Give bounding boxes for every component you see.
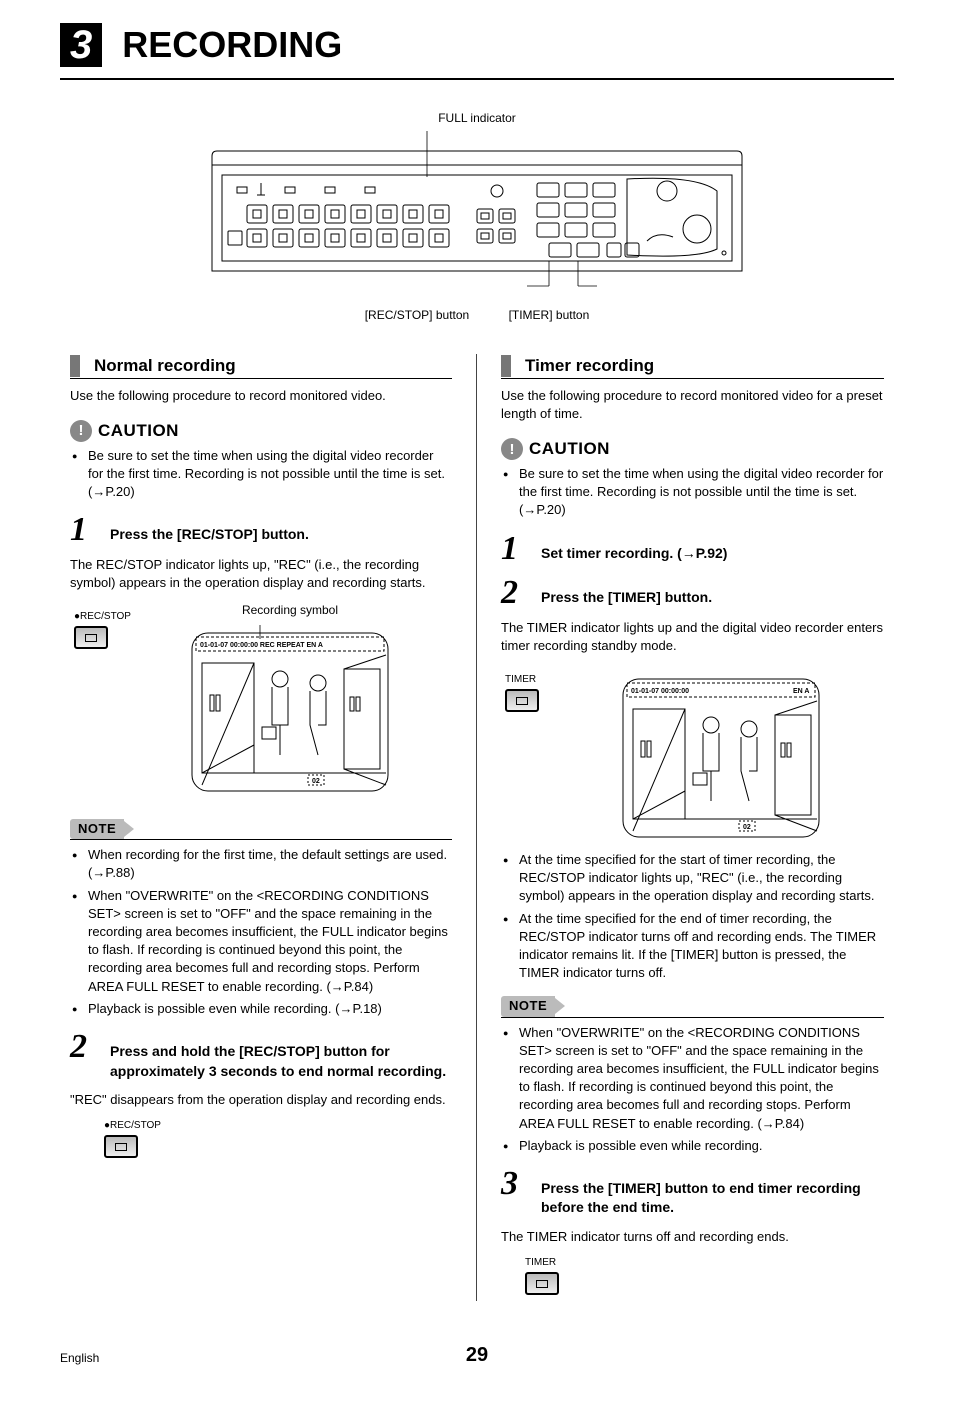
footer-language: English <box>60 1350 99 1367</box>
svg-text:02: 02 <box>312 778 320 785</box>
svg-text:01-01-07 00:00:00: 01-01-07 00:00:00 <box>631 688 689 695</box>
left-note-item: Playback is possible even while recordin… <box>70 1000 452 1018</box>
step-title: Press and hold the [REC/STOP] button for… <box>110 1032 452 1081</box>
right-post-item: At the time specified for the end of tim… <box>501 910 884 983</box>
left-step2-body: "REC" disappears from the operation disp… <box>70 1091 452 1109</box>
left-caution-list: Be sure to set the time when using the d… <box>70 447 452 502</box>
normal-recording-head: Normal recording <box>70 354 452 379</box>
content-columns: Normal recording Use the following proce… <box>60 354 894 1301</box>
step-title: Set timer recording. (→P.92) <box>541 534 727 564</box>
right-step3: 3 Press the [TIMER] button to end timer … <box>501 1169 884 1218</box>
note-label: NOTE <box>501 996 555 1016</box>
right-note-item: Playback is possible even while recordin… <box>501 1137 884 1155</box>
right-caution: ! CAUTION Be sure to set the time when u… <box>501 437 884 519</box>
device-figure: FULL indicator <box>60 110 894 324</box>
left-step1-body: The REC/STOP indicator lights up, "REC" … <box>70 556 452 592</box>
note-label: NOTE <box>70 819 124 839</box>
rec-indicator-label: ●REC/STOP <box>74 610 160 624</box>
left-note-item: When "OVERWRITE" on the <RECORDING CONDI… <box>70 887 452 996</box>
caution-icon: ! <box>501 438 523 460</box>
svg-text:02: 02 <box>743 824 751 831</box>
right-step2: 2 Press the [TIMER] button. <box>501 578 884 609</box>
left-caution: ! CAUTION Be sure to set the time when u… <box>70 419 452 501</box>
timer-indicator-label: TIMER <box>505 673 591 687</box>
device-svg <box>197 131 757 301</box>
section-bar-icon <box>501 355 511 377</box>
step-number: 3 <box>501 1169 527 1200</box>
step-title: Press the [TIMER] button. <box>541 578 712 608</box>
osd-figure-right: 01-01-07 00:00:00 EN A <box>621 671 821 841</box>
timer-recording-title: Timer recording <box>525 354 654 378</box>
step-title: Press the [TIMER] button to end timer re… <box>541 1169 884 1218</box>
svg-text:01-01-07 00:00:00 REC REPEAT E: 01-01-07 00:00:00 REC REPEAT EN A <box>200 642 323 649</box>
callout-labels: [REC/STOP] button [TIMER] button <box>60 307 894 324</box>
chapter-number: 3 <box>60 23 102 67</box>
right-note-item: When "OVERWRITE" on the <RECORDING CONDI… <box>501 1024 884 1133</box>
right-step1: 1 Set timer recording. (→P.92) <box>501 534 884 565</box>
full-indicator-label: FULL indicator <box>60 110 894 127</box>
chapter-header: 3 RECORDING <box>60 20 894 80</box>
left-column: Normal recording Use the following proce… <box>60 354 477 1301</box>
timer-recording-intro: Use the following procedure to record mo… <box>501 387 884 423</box>
svg-text:EN A: EN A <box>793 688 809 695</box>
page-footer: English 29 <box>60 1341 894 1369</box>
timer-button-graphic <box>505 689 539 712</box>
right-note: NOTE When "OVERWRITE" on the <RECORDING … <box>501 996 884 1155</box>
note-arrow-icon <box>555 998 565 1014</box>
rec-stop-button-graphic-2 <box>104 1135 138 1158</box>
rec-indicator-label-2: ●REC/STOP <box>104 1119 452 1133</box>
right-step2-figure-row: TIMER 01-01-07 00:00:00 EN A <box>501 665 884 851</box>
note-arrow-icon <box>124 821 134 837</box>
right-column: Timer recording Use the following proced… <box>477 354 894 1301</box>
step-number: 1 <box>70 515 96 546</box>
section-bar-icon <box>70 355 80 377</box>
step-number: 2 <box>501 578 527 609</box>
right-step3-body: The TIMER indicator turns off and record… <box>501 1228 884 1246</box>
timer-recording-head: Timer recording <box>501 354 884 379</box>
step-number: 1 <box>501 534 527 565</box>
right-caution-item: Be sure to set the time when using the d… <box>501 465 884 520</box>
right-post-item: At the time specified for the start of t… <box>501 851 884 906</box>
normal-recording-title: Normal recording <box>94 354 236 378</box>
step-title: Press the [REC/STOP] button. <box>110 515 309 545</box>
recording-symbol-label: Recording symbol <box>190 602 390 619</box>
recstop-callout: [REC/STOP] button <box>365 308 470 322</box>
left-note-item: When recording for the first time, the d… <box>70 846 452 882</box>
chapter-title: RECORDING <box>122 20 342 70</box>
right-step2-body: The TIMER indicator lights up and the di… <box>501 619 884 655</box>
step-number: 2 <box>70 1032 96 1063</box>
caution-label: CAUTION <box>98 419 179 443</box>
right-caution-list: Be sure to set the time when using the d… <box>501 465 884 520</box>
timer-button-graphic-2 <box>525 1272 559 1295</box>
rec-stop-button-graphic <box>74 626 108 649</box>
right-note-list: When "OVERWRITE" on the <RECORDING CONDI… <box>501 1024 884 1155</box>
caution-icon: ! <box>70 420 92 442</box>
caution-label: CAUTION <box>529 437 610 461</box>
timer-callout: [TIMER] button <box>509 308 590 322</box>
left-caution-item: Be sure to set the time when using the d… <box>70 447 452 502</box>
full-indicator-text: FULL indicator <box>438 111 516 125</box>
page-number: 29 <box>466 1344 488 1366</box>
left-step1: 1 Press the [REC/STOP] button. <box>70 515 452 546</box>
left-note-list: When recording for the first time, the d… <box>70 846 452 1018</box>
osd-figure-left: 01-01-07 00:00:00 REC REPEAT EN A <box>190 625 390 795</box>
left-step1-figure-row: ●REC/STOP Recording symbol 01-01-07 00:0… <box>70 602 452 805</box>
left-step2: 2 Press and hold the [REC/STOP] button f… <box>70 1032 452 1081</box>
timer-indicator-label-2: TIMER <box>525 1256 884 1270</box>
left-note: NOTE When recording for the first time, … <box>70 819 452 1018</box>
normal-recording-intro: Use the following procedure to record mo… <box>70 387 452 405</box>
right-post-list: At the time specified for the start of t… <box>501 851 884 982</box>
